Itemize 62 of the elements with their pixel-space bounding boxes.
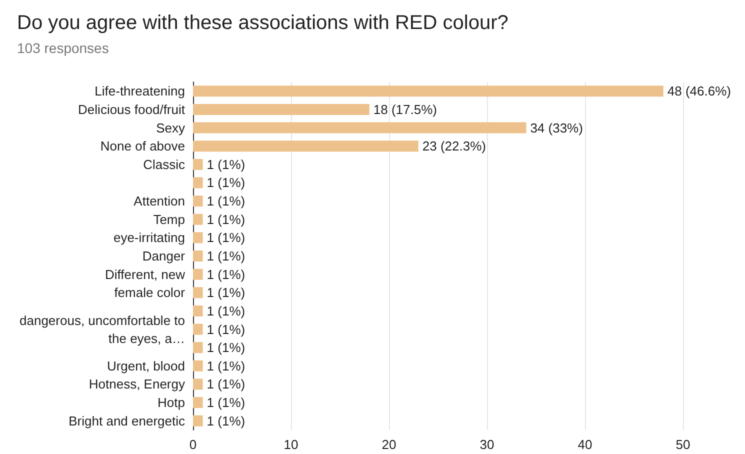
bar xyxy=(193,378,203,390)
bar xyxy=(193,86,664,97)
data-label: 1 (1%) xyxy=(206,230,246,246)
data-label: 48 (46.6%) xyxy=(667,84,731,99)
y-tick-label: None of above xyxy=(100,138,185,154)
bar xyxy=(193,397,203,408)
y-tick-label: Classic xyxy=(143,156,186,172)
data-label: 1 (1%) xyxy=(206,285,246,300)
data-label: 1 (1%) xyxy=(206,194,246,209)
x-tick-label: 50 xyxy=(676,437,690,452)
bar xyxy=(193,158,203,170)
y-tick-label: female color xyxy=(114,285,186,300)
y-tick-label: Danger xyxy=(142,248,186,264)
data-label: 1 (1%) xyxy=(206,358,246,374)
y-tick-label: Hotp xyxy=(158,395,185,410)
data-label: 1 (1%) xyxy=(206,266,246,282)
x-tick-label: 40 xyxy=(578,437,592,452)
y-tick-label: Temp xyxy=(153,212,185,227)
bar xyxy=(193,305,203,316)
data-label: 1 (1%) xyxy=(206,376,246,392)
bar xyxy=(193,104,370,115)
data-label: 1 (1%) xyxy=(206,322,246,337)
y-tick-label: Bright and energetic xyxy=(68,413,186,428)
bar xyxy=(193,140,418,152)
y-tick-label: Different, new xyxy=(105,266,186,282)
y-tick-label: Attention xyxy=(134,194,185,209)
chart-title: Do you agree with these associations with RED colour? xyxy=(17,12,508,34)
y-tick-label: Hotness, Energy xyxy=(88,376,186,392)
y-tick-label: dangerous, uncomfortable to the eyes, a… xyxy=(20,312,185,346)
x-tick-label: 10 xyxy=(284,437,298,452)
bar xyxy=(193,122,526,134)
bar xyxy=(193,232,203,244)
x-tick-label: 0 xyxy=(189,437,197,452)
bar xyxy=(193,196,203,207)
data-label: 1 (1%) xyxy=(206,156,246,172)
y-tick-label: Sexy xyxy=(156,120,186,136)
data-label: 1 (1%) xyxy=(206,303,246,318)
bar xyxy=(193,360,203,372)
bar xyxy=(193,268,203,280)
y-tick-label: Delicious food/fruit xyxy=(78,102,186,117)
x-tick-label: 30 xyxy=(480,437,494,452)
x-tick-label: 20 xyxy=(382,437,396,452)
data-label: 1 (1%) xyxy=(206,413,246,428)
data-label: 1 (1%) xyxy=(206,248,246,264)
data-label: 1 (1%) xyxy=(206,395,246,410)
bar xyxy=(193,324,203,335)
data-label: 1 (1%) xyxy=(206,340,246,356)
bar xyxy=(193,250,203,262)
y-tick-label: Life-threatening xyxy=(94,84,185,99)
y-tick-label: eye-irritating xyxy=(113,230,185,246)
bar xyxy=(193,214,203,225)
text: 103 responses xyxy=(17,40,109,56)
data-label: 23 (22.3%) xyxy=(422,138,486,154)
data-label: 1 (1%) xyxy=(206,175,246,190)
data-label: 34 (33%) xyxy=(530,120,583,136)
bar xyxy=(193,177,203,188)
y-tick-label: Urgent, blood xyxy=(106,358,185,374)
bar xyxy=(193,287,203,298)
bar xyxy=(193,342,203,354)
data-label: 1 (1%) xyxy=(206,212,246,227)
data-label: 18 (17.5%) xyxy=(373,102,437,117)
bar xyxy=(193,415,203,426)
